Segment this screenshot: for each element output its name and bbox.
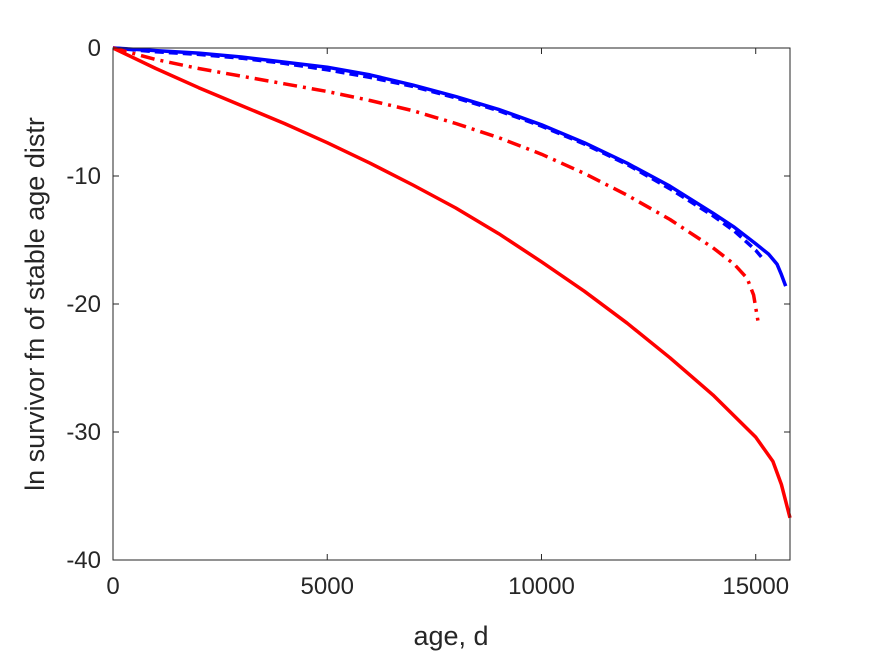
y-axis-label: ln survivor fn of stable age distr xyxy=(20,117,50,491)
x-tick-label: 0 xyxy=(106,573,119,600)
y-tick-label: -40 xyxy=(66,547,101,574)
y-tick-label: -30 xyxy=(66,419,101,446)
ticks-layer: 0 5000 10000 15000 0 -10 -20 -30 -40 xyxy=(66,35,790,600)
x-tick-label: 10000 xyxy=(508,573,575,600)
y-tick-label: 0 xyxy=(88,35,101,62)
x-tick-label: 5000 xyxy=(301,573,354,600)
series-line-4 xyxy=(112,46,792,519)
series-layer xyxy=(112,46,792,519)
y-tick-label: -20 xyxy=(66,291,101,318)
x-tick-label: 15000 xyxy=(722,573,789,600)
series-line-2 xyxy=(112,46,766,262)
x-axis-label: age, d xyxy=(413,621,488,651)
y-tick-label: -10 xyxy=(66,163,101,190)
